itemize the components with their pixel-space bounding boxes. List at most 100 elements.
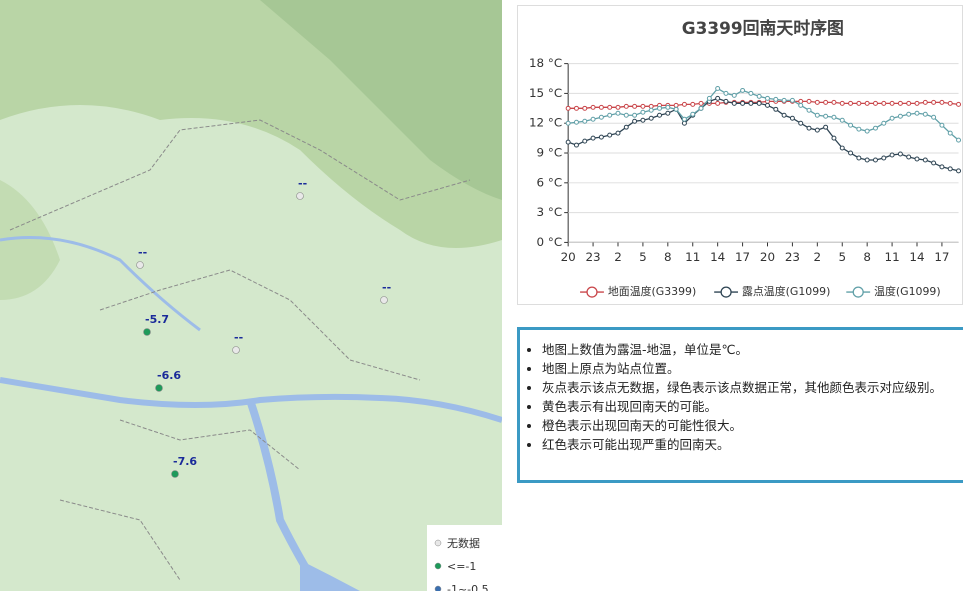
boundary — [9, 119, 471, 581]
point — [715, 100, 721, 106]
point — [789, 115, 795, 121]
point — [889, 115, 895, 121]
point — [922, 99, 928, 105]
point — [582, 138, 588, 144]
y-tick-label: 12 °C — [529, 116, 562, 130]
point — [806, 107, 812, 113]
note-item: 黄色表示有出现回南天的可能。 — [542, 397, 963, 416]
point — [615, 104, 621, 110]
point — [814, 99, 820, 105]
point — [947, 166, 953, 172]
point — [573, 142, 579, 148]
point — [956, 168, 962, 174]
point — [931, 160, 937, 166]
point — [789, 97, 795, 103]
point — [914, 110, 920, 116]
y-tick-label: 18 °C — [529, 56, 562, 70]
point — [731, 100, 737, 106]
point — [914, 100, 920, 106]
point — [897, 151, 903, 157]
station-point — [296, 192, 304, 200]
x-tick-label: 5 — [639, 250, 647, 264]
point — [872, 157, 878, 163]
point — [848, 122, 854, 128]
point — [632, 118, 638, 124]
map-legend — [427, 525, 502, 591]
point — [806, 125, 812, 131]
point — [740, 87, 746, 93]
station-point — [143, 328, 151, 336]
point — [856, 126, 862, 132]
point — [956, 137, 962, 143]
point — [632, 112, 638, 118]
map: -- -- -- -- -5.7 -6.6 -7.6 无数据 <=-1 -1~-0.5 — [0, 0, 502, 591]
x-tick-label: 23 — [585, 250, 600, 264]
point — [881, 120, 887, 126]
x-tick-label: 14 — [710, 250, 725, 264]
point — [632, 103, 638, 109]
note-item: 红色表示可能出现严重的回南天。 — [542, 435, 963, 454]
x-tick-label: 5 — [838, 250, 846, 264]
point — [856, 100, 862, 106]
point — [781, 97, 787, 103]
point — [731, 92, 737, 98]
point — [673, 106, 679, 112]
point — [947, 100, 953, 106]
x-tick-label: 17 — [934, 250, 949, 264]
point — [573, 119, 579, 125]
point — [690, 101, 696, 107]
legend-label: 无数据 — [447, 536, 480, 550]
point — [756, 93, 762, 99]
point — [906, 100, 912, 106]
point — [565, 105, 571, 111]
note-item: 灰点表示该点无数据，绿色表示该点数据正常，其他颜色表示对应级别。 — [542, 378, 963, 397]
point — [723, 98, 729, 104]
point — [698, 100, 704, 106]
point — [756, 100, 762, 106]
point — [814, 112, 820, 118]
station-point — [136, 261, 144, 269]
point — [607, 104, 613, 110]
point — [657, 112, 663, 118]
station-point — [155, 384, 163, 392]
point — [715, 85, 721, 91]
point — [864, 128, 870, 134]
river — [0, 377, 502, 423]
point — [939, 99, 945, 105]
point — [806, 98, 812, 104]
point — [906, 154, 912, 160]
y-tick-label: 9 °C — [537, 146, 563, 160]
point — [590, 116, 596, 122]
point — [623, 103, 629, 109]
point — [615, 110, 621, 116]
point — [648, 115, 654, 121]
point — [931, 99, 937, 105]
river — [0, 236, 201, 332]
point — [748, 90, 754, 96]
point — [582, 118, 588, 124]
point — [881, 155, 887, 161]
point — [839, 117, 845, 123]
station-label: -7.6 — [173, 455, 197, 468]
point — [565, 120, 571, 126]
station-point — [171, 470, 179, 478]
point — [881, 100, 887, 106]
point — [607, 112, 613, 118]
point — [748, 100, 754, 106]
chart: G3399回南天时序图 0 °C 3 °C 6 °C 9 °C 12 °C 15 °C 18… — [517, 5, 963, 305]
point — [640, 109, 646, 115]
point — [831, 114, 837, 120]
point — [947, 130, 953, 136]
point — [665, 110, 671, 116]
legend-marker — [852, 286, 864, 298]
station-label: -- — [138, 246, 147, 259]
point — [906, 111, 912, 117]
point — [706, 95, 712, 101]
point — [939, 122, 945, 128]
point — [582, 105, 588, 111]
notes-box: 地图上数值为露温-地温，单位是℃。地图上原点为站点位置。灰点表示该点无数据，绿色… — [517, 327, 963, 483]
legend-label: 温度(G1099) — [874, 284, 941, 298]
point — [657, 105, 663, 111]
x-tick-label: 17 — [735, 250, 750, 264]
legend-marker — [720, 286, 732, 298]
